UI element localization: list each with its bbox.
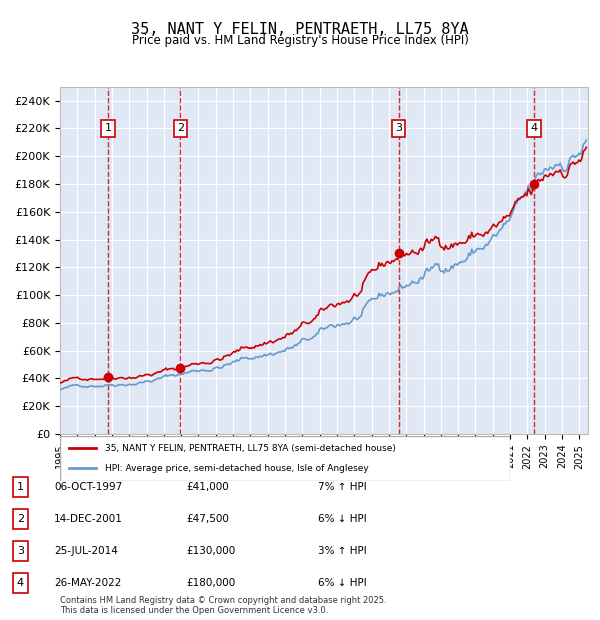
FancyBboxPatch shape — [13, 541, 28, 561]
Text: 1: 1 — [17, 482, 24, 492]
Text: 14-DEC-2001: 14-DEC-2001 — [54, 514, 123, 524]
Text: 6% ↓ HPI: 6% ↓ HPI — [318, 578, 367, 588]
Text: 26-MAY-2022: 26-MAY-2022 — [54, 578, 121, 588]
FancyBboxPatch shape — [13, 574, 28, 593]
Text: 3% ↑ HPI: 3% ↑ HPI — [318, 546, 367, 556]
FancyBboxPatch shape — [13, 477, 28, 497]
Bar — [108, 87, 181, 434]
FancyBboxPatch shape — [13, 509, 28, 529]
Text: HPI: Average price, semi-detached house, Isle of Anglesey: HPI: Average price, semi-detached house,… — [105, 464, 369, 472]
Bar — [60, 87, 108, 434]
Bar — [181, 87, 398, 434]
Text: 3: 3 — [395, 123, 402, 133]
Text: 4: 4 — [531, 123, 538, 133]
Text: £180,000: £180,000 — [186, 578, 235, 588]
Text: 1: 1 — [104, 123, 112, 133]
Text: Price paid vs. HM Land Registry's House Price Index (HPI): Price paid vs. HM Land Registry's House … — [131, 34, 469, 47]
Bar — [398, 87, 535, 434]
Text: 2: 2 — [17, 514, 24, 524]
Text: 7% ↑ HPI: 7% ↑ HPI — [318, 482, 367, 492]
Text: £41,000: £41,000 — [186, 482, 229, 492]
Text: Contains HM Land Registry data © Crown copyright and database right 2025.
This d: Contains HM Land Registry data © Crown c… — [60, 596, 386, 615]
Text: 2: 2 — [177, 123, 184, 133]
Text: 25-JUL-2014: 25-JUL-2014 — [54, 546, 118, 556]
Text: £47,500: £47,500 — [186, 514, 229, 524]
Text: £130,000: £130,000 — [186, 546, 235, 556]
Text: 4: 4 — [17, 578, 24, 588]
Text: 3: 3 — [17, 546, 24, 556]
Text: 6% ↓ HPI: 6% ↓ HPI — [318, 514, 367, 524]
Text: 35, NANT Y FELIN, PENTRAETH, LL75 8YA: 35, NANT Y FELIN, PENTRAETH, LL75 8YA — [131, 22, 469, 37]
Text: 06-OCT-1997: 06-OCT-1997 — [54, 482, 122, 492]
Text: 35, NANT Y FELIN, PENTRAETH, LL75 8YA (semi-detached house): 35, NANT Y FELIN, PENTRAETH, LL75 8YA (s… — [105, 444, 396, 453]
FancyBboxPatch shape — [60, 436, 510, 480]
Bar — [535, 87, 588, 434]
